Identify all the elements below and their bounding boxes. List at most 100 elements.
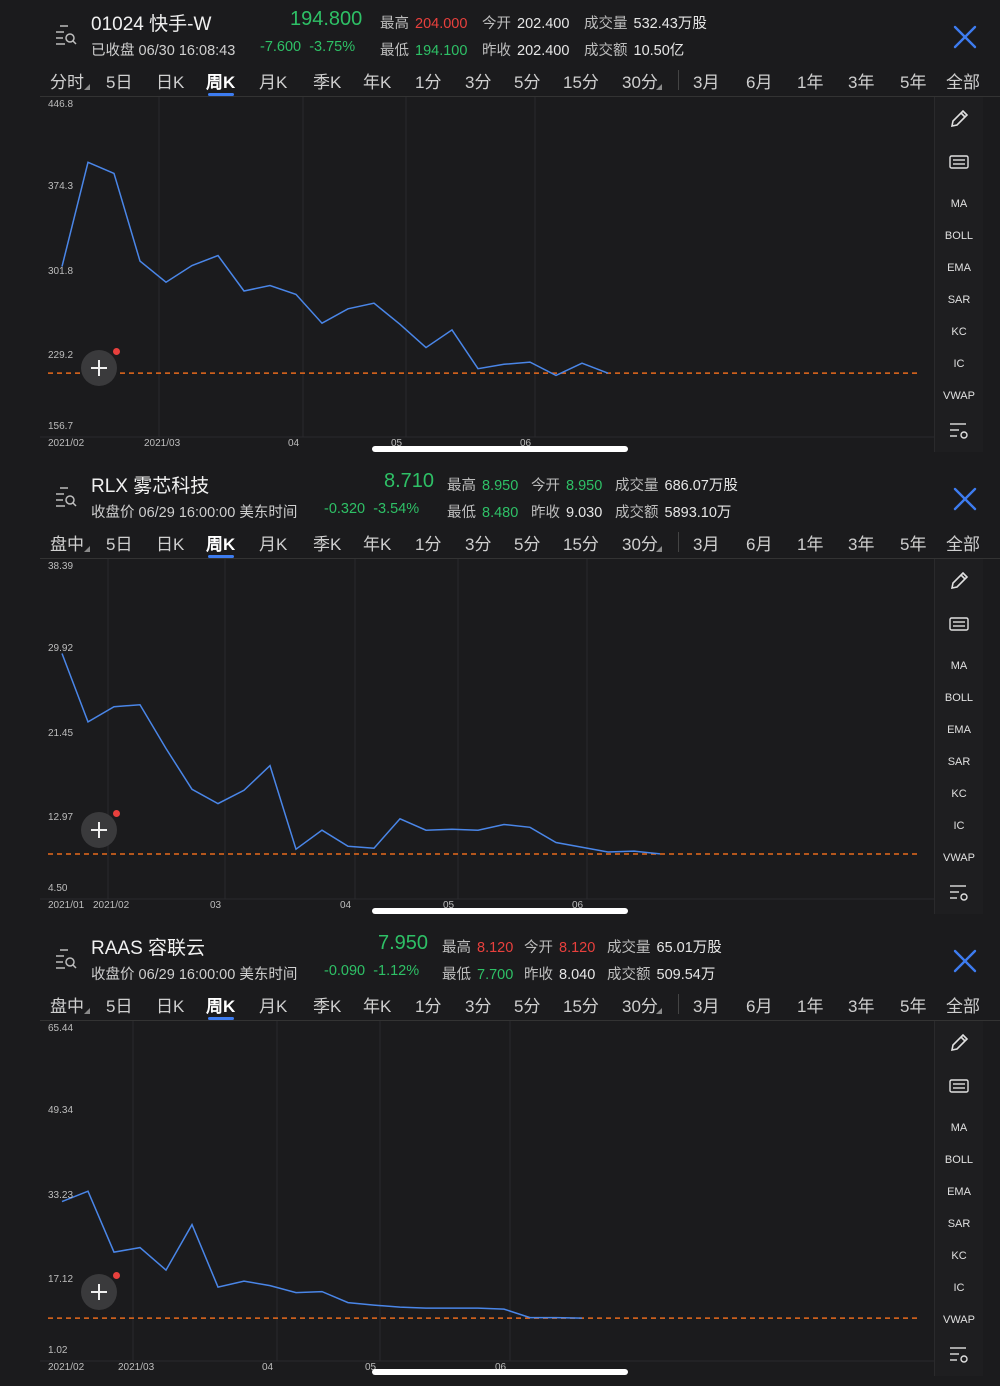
tab-0[interactable]: 5日 [106, 535, 133, 554]
tab-first[interactable]: 分时 [50, 73, 84, 92]
tab-4[interactable]: 季K [313, 535, 342, 554]
indicator-ic[interactable]: IC [953, 820, 965, 832]
keyboard-icon[interactable] [947, 150, 971, 174]
tab-12[interactable]: 6月 [746, 73, 773, 92]
tab-7[interactable]: 3分 [465, 73, 492, 92]
close-icon[interactable] [948, 20, 982, 54]
tab-10[interactable]: 30分 [622, 535, 658, 554]
indicator-boll[interactable]: BOLL [944, 230, 974, 242]
close-icon[interactable] [948, 944, 982, 978]
list-search-icon[interactable] [54, 22, 78, 46]
indicator-boll[interactable]: BOLL [944, 1154, 974, 1166]
indicator-ma[interactable]: MA [950, 1122, 968, 1134]
pencil-icon[interactable] [947, 1031, 971, 1055]
indicator-ma[interactable]: MA [950, 660, 968, 672]
keyboard-icon[interactable] [947, 612, 971, 636]
tab-15[interactable]: 5年 [900, 73, 927, 92]
tab-0[interactable]: 5日 [106, 73, 133, 92]
tab-6[interactable]: 1分 [415, 997, 442, 1016]
tab-15[interactable]: 5年 [900, 535, 927, 554]
home-indicator[interactable] [372, 1369, 628, 1375]
tab-14[interactable]: 3年 [848, 535, 875, 554]
pencil-icon[interactable] [947, 107, 971, 131]
tab-3[interactable]: 月K [259, 535, 288, 554]
tab-0[interactable]: 5日 [106, 997, 133, 1016]
tab-12[interactable]: 6月 [746, 535, 773, 554]
indicator-ema[interactable]: EMA [947, 262, 971, 274]
tab-8[interactable]: 5分 [514, 997, 541, 1016]
tab-11[interactable]: 3月 [693, 73, 720, 92]
tab-6[interactable]: 1分 [415, 73, 442, 92]
list-search-icon[interactable] [54, 946, 78, 970]
change-value: -0.320 [324, 501, 366, 517]
list-settings-icon[interactable] [947, 881, 971, 905]
tab-5[interactable]: 年K [363, 997, 392, 1016]
tab-13[interactable]: 1年 [797, 535, 824, 554]
tab-16[interactable]: 全部 [946, 73, 980, 92]
tab-12[interactable]: 6月 [746, 997, 773, 1016]
plus-icon[interactable] [81, 1272, 120, 1310]
tab-2[interactable]: 周K [206, 997, 236, 1016]
indicator-ma[interactable]: MA [950, 198, 968, 210]
tab-5[interactable]: 年K [363, 73, 392, 92]
tab-first[interactable]: 盘中 [50, 535, 84, 554]
tab-5[interactable]: 年K [363, 535, 392, 554]
tab-8[interactable]: 5分 [514, 535, 541, 554]
indicator-vwap[interactable]: VWAP [943, 390, 975, 402]
tab-14[interactable]: 3年 [848, 997, 875, 1016]
tab-9[interactable]: 15分 [563, 535, 599, 554]
indicator-sar[interactable]: SAR [947, 756, 971, 768]
indicator-sar[interactable]: SAR [947, 294, 971, 306]
tab-1[interactable]: 日K [156, 535, 185, 554]
tab-7[interactable]: 3分 [465, 997, 492, 1016]
indicator-ic[interactable]: IC [953, 1282, 965, 1294]
indicator-sar[interactable]: SAR [947, 1218, 971, 1230]
tab-9[interactable]: 15分 [563, 73, 599, 92]
tab-3[interactable]: 月K [259, 997, 288, 1016]
plus-icon[interactable] [81, 348, 120, 386]
indicator-kc[interactable]: KC [951, 1250, 967, 1262]
tab-first[interactable]: 盘中 [50, 997, 84, 1016]
tab-3[interactable]: 月K [259, 73, 288, 92]
keyboard-icon[interactable] [947, 1074, 971, 1098]
tab-4[interactable]: 季K [313, 73, 342, 92]
home-indicator[interactable] [372, 446, 628, 452]
tab-11[interactable]: 3月 [693, 997, 720, 1016]
pencil-icon[interactable] [947, 569, 971, 593]
tab-2[interactable]: 周K [206, 73, 236, 92]
tab-10[interactable]: 30分 [622, 997, 658, 1016]
indicator-ema[interactable]: EMA [947, 724, 971, 736]
indicator-boll[interactable]: BOLL [944, 692, 974, 704]
tab-13[interactable]: 1年 [797, 997, 824, 1016]
tab-7[interactable]: 3分 [465, 535, 492, 554]
plus-icon[interactable] [81, 810, 120, 848]
tab-14[interactable]: 3年 [848, 73, 875, 92]
chart-svg[interactable] [40, 97, 934, 452]
tab-6[interactable]: 1分 [415, 535, 442, 554]
tab-13[interactable]: 1年 [797, 73, 824, 92]
indicator-ic[interactable]: IC [953, 358, 965, 370]
indicator-kc[interactable]: KC [951, 326, 967, 338]
tab-4[interactable]: 季K [313, 997, 342, 1016]
chart-svg[interactable] [40, 559, 934, 914]
home-indicator[interactable] [372, 908, 628, 914]
tab-16[interactable]: 全部 [946, 997, 980, 1016]
tab-10[interactable]: 30分 [622, 73, 658, 92]
tab-9[interactable]: 15分 [563, 997, 599, 1016]
indicator-ema[interactable]: EMA [947, 1186, 971, 1198]
indicator-vwap[interactable]: VWAP [943, 852, 975, 864]
tab-2[interactable]: 周K [206, 535, 236, 554]
tab-1[interactable]: 日K [156, 997, 185, 1016]
tab-11[interactable]: 3月 [693, 535, 720, 554]
close-icon[interactable] [948, 482, 982, 516]
tab-1[interactable]: 日K [156, 73, 185, 92]
tab-8[interactable]: 5分 [514, 73, 541, 92]
list-settings-icon[interactable] [947, 419, 971, 443]
indicator-kc[interactable]: KC [951, 788, 967, 800]
tab-15[interactable]: 5年 [900, 997, 927, 1016]
list-settings-icon[interactable] [947, 1343, 971, 1367]
chart-svg[interactable] [40, 1021, 934, 1376]
tab-16[interactable]: 全部 [946, 535, 980, 554]
list-search-icon[interactable] [54, 484, 78, 508]
indicator-vwap[interactable]: VWAP [943, 1314, 975, 1326]
